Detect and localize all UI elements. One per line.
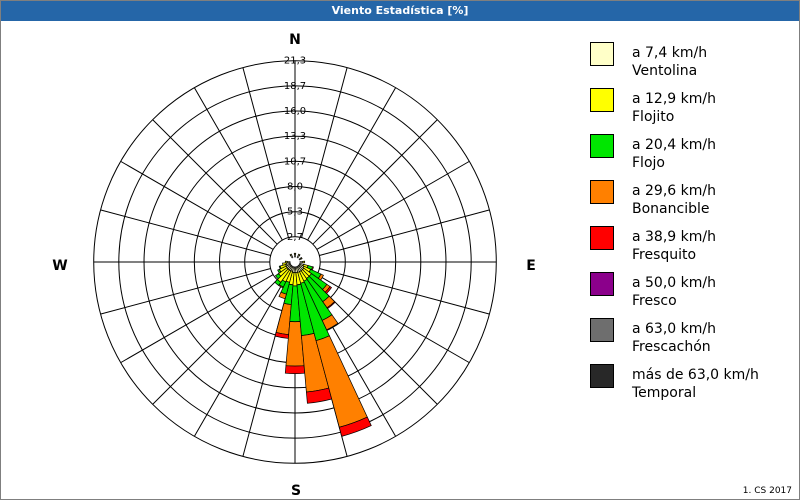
legend-speed: más de 63,0 km/h — [632, 367, 759, 383]
grid-spoke — [194, 87, 283, 241]
direction-label-s: S — [291, 483, 301, 499]
wind-sector-segment — [284, 260, 288, 264]
wind-sector-segment — [300, 257, 303, 260]
legend-item: a 20,4 km/h Flojo — [588, 132, 793, 178]
wind-sector-segment — [278, 265, 282, 270]
wind-sector-segment — [293, 253, 297, 258]
wind-sector-segment — [324, 286, 333, 295]
legend-swatch — [590, 226, 614, 250]
ring-value-label: 13,3 — [284, 131, 306, 142]
legend-speed: a 63,0 km/h — [632, 321, 716, 337]
legend-label: a 63,0 km/h Frescachón — [632, 320, 716, 356]
legend-swatch — [590, 88, 614, 112]
legend-speed: a 29,6 km/h — [632, 183, 716, 199]
legend-swatch — [590, 318, 614, 342]
legend-item: más de 63,0 km/h Temporal — [588, 362, 793, 408]
window-title: Viento Estadística [%] — [1, 1, 799, 21]
legend-label: a 7,4 km/h Ventolina — [632, 44, 707, 80]
wind-sector-segment — [284, 365, 306, 374]
legend-name: Ventolina — [632, 63, 698, 79]
wind-sector-segment — [299, 260, 304, 264]
wind-sector-segment — [274, 279, 282, 286]
legend-swatch — [590, 272, 614, 296]
legend-name: Fresquito — [632, 247, 697, 263]
legend-speed: a 38,9 km/h — [632, 229, 716, 245]
wind-sector-segment — [326, 301, 336, 310]
grid-spoke — [316, 274, 470, 363]
wind-sector-segment — [274, 273, 282, 280]
legend-speed: a 20,4 km/h — [632, 137, 716, 153]
legend-item: a 29,6 km/h Bonancible — [588, 178, 793, 224]
legend-speed: a 50,0 km/h — [632, 275, 716, 291]
legend-swatch — [590, 42, 614, 66]
wind-sector-segment — [302, 260, 306, 264]
ring-value-label: 2,7 — [287, 232, 303, 243]
wind-sector-segment — [311, 266, 314, 271]
wind-sector-segment — [289, 253, 293, 257]
ring-value-label: 10,7 — [284, 156, 306, 167]
legend-name: Fresco — [632, 293, 677, 309]
legend-swatch — [590, 364, 614, 388]
legend-label: más de 63,0 km/h Temporal — [632, 366, 759, 402]
direction-label-w: W — [52, 258, 67, 274]
wind-sector-segment — [293, 252, 297, 255]
grid-spoke — [242, 67, 289, 238]
wind-sector-segment — [274, 332, 290, 339]
grid-spoke — [120, 161, 274, 250]
legend-label: a 20,4 km/h Flojo — [632, 136, 716, 172]
legend-item: a 63,0 km/h Frescachón — [588, 316, 793, 362]
wind-sector-segment — [278, 291, 287, 300]
grid-spoke — [120, 274, 274, 363]
direction-label-e: E — [526, 258, 536, 274]
wind-sector-segment — [277, 268, 282, 274]
legend-name: Temporal — [632, 385, 697, 401]
grid-spoke — [312, 119, 438, 245]
grid-ring — [93, 60, 497, 464]
grid-spoke — [100, 268, 271, 315]
ring-value-label: 5,3 — [287, 207, 303, 218]
grid-spoke — [152, 119, 278, 245]
legend-name: Flojito — [632, 109, 675, 125]
direction-label-n: N — [289, 32, 301, 48]
legend-item: a 38,9 km/h Fresquito — [588, 224, 793, 270]
wind-sector-segment — [321, 314, 339, 331]
wind-sector-segment — [286, 260, 291, 264]
wind-sector-segment — [282, 262, 287, 266]
footer-credit: 1. CS 2017 — [742, 486, 792, 496]
legend-speed: a 7,4 km/h — [632, 45, 708, 61]
legend-name: Frescachón — [632, 339, 711, 355]
wind-sector-segment — [297, 253, 301, 257]
legend-swatch — [590, 134, 614, 158]
grid-spoke — [307, 87, 396, 241]
legend-name: Bonancible — [632, 201, 710, 217]
legend-label: a 50,0 km/h Fresco — [632, 274, 716, 310]
legend-item: a 7,4 km/h Ventolina — [588, 40, 793, 86]
wind-sector-segment — [317, 273, 324, 281]
wind-sector-segment — [338, 416, 372, 437]
legend-item: a 12,9 km/h Flojito — [588, 86, 793, 132]
ring-value-label: 18,7 — [284, 81, 306, 92]
legend-label: a 12,9 km/h Flojito — [632, 90, 716, 126]
grid-spoke — [319, 268, 490, 315]
legend-speed: a 12,9 km/h — [632, 91, 716, 107]
ring-value-label: 8,0 — [287, 182, 303, 193]
wind-sector-segment — [305, 387, 333, 404]
ring-value-label: 16,0 — [284, 106, 306, 117]
grid-spoke — [301, 67, 348, 238]
grid-spoke — [152, 279, 278, 405]
grid-spoke — [100, 209, 271, 256]
legend-swatch — [590, 180, 614, 204]
legend-item: a 50,0 km/h Fresco — [588, 270, 793, 316]
grid-spoke — [316, 161, 470, 250]
ring-value-label: 21,3 — [284, 56, 306, 67]
grid-spoke — [194, 283, 283, 437]
legend-label: a 38,9 km/h Fresquito — [632, 228, 716, 264]
grid-spoke — [319, 209, 490, 256]
legend-label: a 29,6 km/h Bonancible — [632, 182, 716, 218]
legend-name: Flojo — [632, 155, 665, 171]
